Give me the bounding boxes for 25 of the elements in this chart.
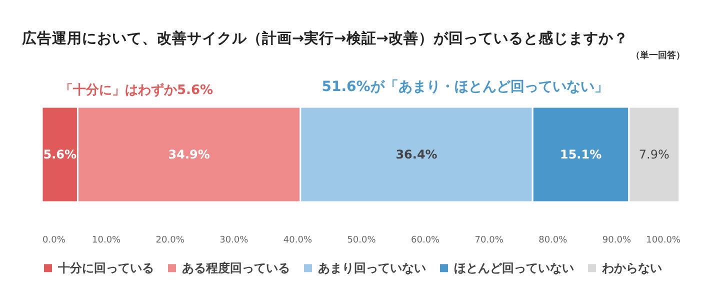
text: 「十分に」はわずか5.6% bbox=[60, 82, 214, 98]
data-label: 34.9% bbox=[168, 148, 210, 162]
legend-label: あまり回っていない bbox=[318, 261, 426, 276]
data-label: 5.6% bbox=[43, 148, 77, 162]
legend-label: わからない bbox=[601, 261, 662, 276]
data-label: 7.9% bbox=[638, 148, 670, 162]
text: （単一回答） bbox=[631, 50, 685, 61]
x-tick-label: 70.0% bbox=[474, 236, 504, 246]
legend-label: ある程度回っている bbox=[182, 261, 290, 276]
x-tick-label: 10.0% bbox=[92, 236, 122, 246]
chart-title: 広告運用において、改善サイクル（計画→実行→検証→改善）が回っていると感じますか？ bbox=[21, 29, 628, 47]
x-tick-label: 20.0% bbox=[156, 236, 185, 246]
x-tick-label: 50.0% bbox=[347, 236, 376, 246]
text: 51.6%が「あまり・ほとんど回っていない」 bbox=[322, 79, 608, 95]
x-tick-label: 60.0% bbox=[411, 236, 440, 246]
legend-label: 十分に回っている bbox=[57, 261, 154, 276]
x-tick-label: 90.0% bbox=[602, 236, 632, 246]
x-tick-label: 40.0% bbox=[283, 236, 312, 246]
data-label: 15.1% bbox=[560, 148, 602, 162]
x-tick-label: 80.0% bbox=[538, 236, 568, 246]
x-tick-label: 0.0% bbox=[42, 236, 66, 246]
data-label: 36.4% bbox=[396, 148, 438, 162]
legend-label: ほとんど回っていない bbox=[454, 261, 574, 276]
x-tick-label: 30.0% bbox=[220, 236, 249, 246]
x-tick-label: 100.0% bbox=[646, 236, 681, 246]
